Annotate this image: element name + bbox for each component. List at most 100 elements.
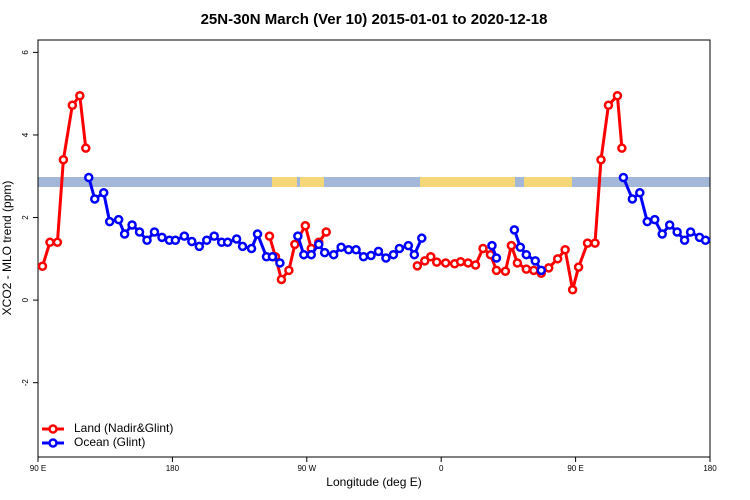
plot-frame xyxy=(37,39,711,458)
data-point xyxy=(521,249,532,260)
legend-label: Land (Nadir&Glint) xyxy=(74,421,173,435)
data-point xyxy=(75,90,85,101)
data-point xyxy=(366,250,376,261)
data-point xyxy=(58,154,69,165)
data-point xyxy=(420,256,430,266)
legend-marker xyxy=(48,438,58,448)
data-point xyxy=(617,143,627,153)
data-point xyxy=(299,249,309,260)
y-tick-label: 0 xyxy=(21,297,30,302)
data-point xyxy=(491,253,502,263)
data-point xyxy=(343,244,354,255)
data-point xyxy=(521,264,532,274)
data-point xyxy=(612,90,623,101)
data-point xyxy=(157,232,167,243)
data-point xyxy=(134,227,145,237)
data-point xyxy=(119,229,130,239)
data-point xyxy=(649,214,660,225)
data-point xyxy=(573,262,584,272)
data-point xyxy=(142,235,152,245)
data-point xyxy=(231,234,242,244)
data-point xyxy=(515,242,526,253)
data-point xyxy=(237,241,248,252)
data-point xyxy=(209,231,219,241)
data-point xyxy=(373,246,384,257)
data-point xyxy=(412,261,423,271)
data-point xyxy=(98,188,109,198)
data-point xyxy=(491,265,502,276)
x-tick-label: 90 W xyxy=(297,464,316,473)
data-point xyxy=(252,229,263,239)
data-point xyxy=(552,254,563,264)
data-point xyxy=(512,258,523,268)
data-point xyxy=(627,194,638,204)
data-point xyxy=(328,249,339,260)
data-point xyxy=(431,257,442,267)
data-point xyxy=(700,235,711,245)
x-tick-label: 0 xyxy=(439,464,444,473)
data-point xyxy=(618,172,629,183)
data-point xyxy=(336,242,346,253)
data-point xyxy=(290,239,300,250)
data-point xyxy=(560,244,570,255)
data-point xyxy=(300,221,311,231)
data-point xyxy=(403,240,414,251)
data-point xyxy=(89,194,100,204)
y-tick-label: 2 xyxy=(21,215,30,220)
data-point xyxy=(222,237,233,248)
data-point xyxy=(127,220,137,230)
data-point xyxy=(679,235,690,245)
data-point xyxy=(509,225,520,235)
x-tick-label: 180 xyxy=(703,464,717,473)
data-point xyxy=(358,252,369,262)
data-point xyxy=(635,188,645,198)
data-point xyxy=(394,243,405,254)
data-point xyxy=(664,220,675,230)
data-point xyxy=(506,240,517,251)
data-point xyxy=(463,258,473,268)
data-point xyxy=(409,249,420,260)
data-point xyxy=(500,266,511,276)
data-point xyxy=(596,154,606,165)
data-point xyxy=(267,252,278,262)
data-point xyxy=(567,285,578,295)
data-point xyxy=(113,214,124,225)
data-point xyxy=(319,247,330,258)
data-point xyxy=(306,249,317,260)
chart-title: 25N-30N March (Ver 10) 2015-01-01 to 202… xyxy=(201,11,548,28)
data-point xyxy=(321,227,331,237)
data-point xyxy=(67,100,78,110)
data-point xyxy=(45,237,55,248)
data-point xyxy=(530,256,541,266)
y-axis-label: XCO2 - MLO trend (ppm) xyxy=(0,181,14,316)
data-point xyxy=(672,227,682,237)
data-point xyxy=(194,241,205,252)
legend-marker xyxy=(48,424,58,434)
data-point xyxy=(81,143,91,153)
data-point xyxy=(470,260,481,270)
data-point xyxy=(487,240,497,251)
x-tick-label: 180 xyxy=(166,464,180,473)
data-point xyxy=(276,274,287,285)
data-point xyxy=(170,235,181,245)
ocean-band xyxy=(38,177,710,187)
data-point xyxy=(417,233,427,243)
land-band xyxy=(420,177,515,187)
data-point xyxy=(478,243,488,254)
y-tick-label: -2 xyxy=(21,379,30,387)
y-tick-label: 6 xyxy=(21,50,30,55)
data-point xyxy=(313,239,324,250)
data-point xyxy=(388,249,399,260)
data-point xyxy=(590,238,600,248)
land-ocean-band xyxy=(38,177,710,187)
data-point xyxy=(440,258,451,268)
data-point xyxy=(149,227,160,237)
data-point xyxy=(284,265,294,276)
data-point xyxy=(52,237,63,248)
data-point xyxy=(201,235,212,245)
data-point xyxy=(582,238,593,248)
data-point xyxy=(104,216,115,227)
data-point xyxy=(657,229,667,239)
data-point xyxy=(425,252,436,262)
